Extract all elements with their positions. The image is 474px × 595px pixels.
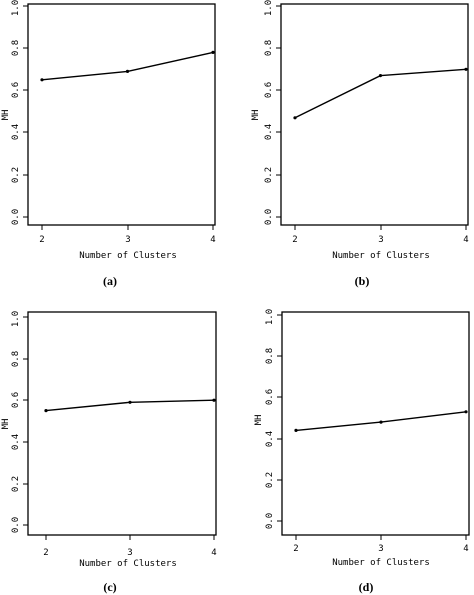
series-points-d	[294, 410, 468, 432]
y-tick-label-d-4: 0.8	[265, 348, 275, 364]
data-point-b-0	[293, 116, 297, 120]
y-tick-label-b-1: 0.2	[264, 167, 274, 183]
series-points-b	[293, 67, 468, 120]
x-tick-label-c-1: 3	[127, 548, 132, 558]
y-tick-label-c-3: 0.6	[11, 392, 21, 408]
data-point-a-1	[125, 69, 130, 73]
y-ticks-d	[277, 314, 282, 522]
y-tick-label-c-5: 1.0	[11, 311, 21, 327]
data-point-a-2	[211, 50, 215, 55]
x-ticks-c	[45, 535, 215, 540]
x-tick-label-d-0: 2	[293, 544, 298, 554]
y-tick-label-a-5: 1.0	[11, 0, 21, 16]
y-tick-label-d-0: 0.0	[265, 513, 275, 529]
y-ticks-b	[276, 5, 281, 218]
data-point-c-0	[44, 409, 48, 413]
plot-frame-b	[280, 3, 469, 226]
panel-c: 0.0 0.2 0.4 0.6 0.8 1.0 2 3 4 MH Number …	[1, 311, 217, 594]
y-axis-label-b: MH	[251, 110, 261, 121]
panel-caption-d: (d)	[359, 580, 374, 594]
x-tick-label-b-0: 2	[292, 235, 297, 245]
data-point-b-1	[378, 74, 383, 78]
y-tick-label-d-3: 0.6	[265, 389, 275, 405]
y-tick-label-d-5: 1.0	[265, 309, 275, 325]
x-tick-label-b-2: 4	[463, 235, 468, 245]
y-tick-label-a-3: 0.6	[11, 82, 21, 98]
y-tick-label-c-4: 0.8	[11, 351, 21, 367]
panel-b: 0.0 0.2 0.4 0.6 0.8 1.0 2 3 4 MH Number …	[251, 0, 469, 288]
x-tick-label-d-1: 3	[378, 544, 383, 554]
series-line-a	[41, 51, 214, 81]
x-tick-label-c-2: 4	[211, 548, 216, 558]
y-tick-label-c-0: 0.0	[11, 517, 21, 533]
panel-a: 0.0 0.2 0.4 0.6 0.8 1.0 2 3 4 MH Number …	[1, 0, 216, 288]
y-tick-label-b-2: 0.4	[264, 124, 274, 140]
data-point-c-1	[128, 400, 132, 404]
y-tick-label-b-0: 0.0	[264, 209, 274, 225]
data-point-b-2	[464, 67, 468, 71]
data-point-d-2	[464, 410, 468, 414]
data-point-c-2	[212, 398, 216, 402]
y-tick-label-a-1: 0.2	[11, 167, 21, 183]
x-ticks-a	[41, 225, 214, 230]
plot-frame-a	[27, 3, 216, 226]
x-axis-label-b: Number of Clusters	[332, 251, 430, 261]
y-tick-label-a-2: 0.4	[11, 124, 21, 140]
y-tick-label-c-2: 0.4	[11, 434, 21, 450]
y-tick-label-b-5: 1.0	[264, 0, 274, 16]
panel-caption-c: (c)	[103, 580, 116, 594]
y-tick-label-d-2: 0.4	[265, 431, 275, 447]
y-axis-label-c: MH	[1, 419, 11, 430]
series-points-a	[40, 50, 215, 82]
y-tick-label-d-1: 0.2	[265, 472, 275, 488]
panel-caption-b: (b)	[355, 274, 370, 288]
y-tick-label-b-3: 0.6	[264, 82, 274, 98]
panel-caption-a: (a)	[103, 274, 117, 288]
series-points-c	[44, 398, 216, 413]
data-point-a-0	[40, 78, 44, 82]
x-tick-label-a-0: 2	[39, 235, 44, 245]
y-tick-label-a-0: 0.0	[11, 209, 21, 225]
data-point-d-0	[294, 428, 298, 432]
plot-frame-c	[27, 311, 217, 536]
x-axis-label-a: Number of Clusters	[79, 251, 177, 261]
x-ticks-b	[294, 225, 467, 230]
y-axis-label-d: MH	[254, 415, 264, 426]
x-axis-label-c: Number of Clusters	[79, 559, 177, 569]
y-ticks-c	[23, 316, 28, 526]
x-tick-label-a-2: 4	[210, 235, 215, 245]
plot-frame-d	[281, 311, 470, 536]
y-ticks-a	[23, 5, 28, 218]
x-tick-label-c-0: 2	[43, 548, 48, 558]
y-tick-label-c-1: 0.2	[11, 476, 21, 492]
x-tick-label-b-1: 3	[378, 235, 383, 245]
panel-d: 0.0 0.2 0.4 0.6 0.8 1.0 2 3 4 MH Number …	[254, 309, 470, 594]
x-tick-label-a-1: 3	[125, 235, 130, 245]
x-axis-label-d: Number of Clusters	[332, 558, 430, 568]
y-tick-label-a-4: 0.8	[11, 40, 21, 56]
data-point-d-1	[379, 420, 383, 424]
y-axis-label-a: MH	[1, 110, 11, 121]
x-tick-label-d-2: 4	[463, 544, 468, 554]
x-ticks-d	[295, 535, 467, 540]
y-tick-label-b-4: 0.8	[264, 40, 274, 56]
